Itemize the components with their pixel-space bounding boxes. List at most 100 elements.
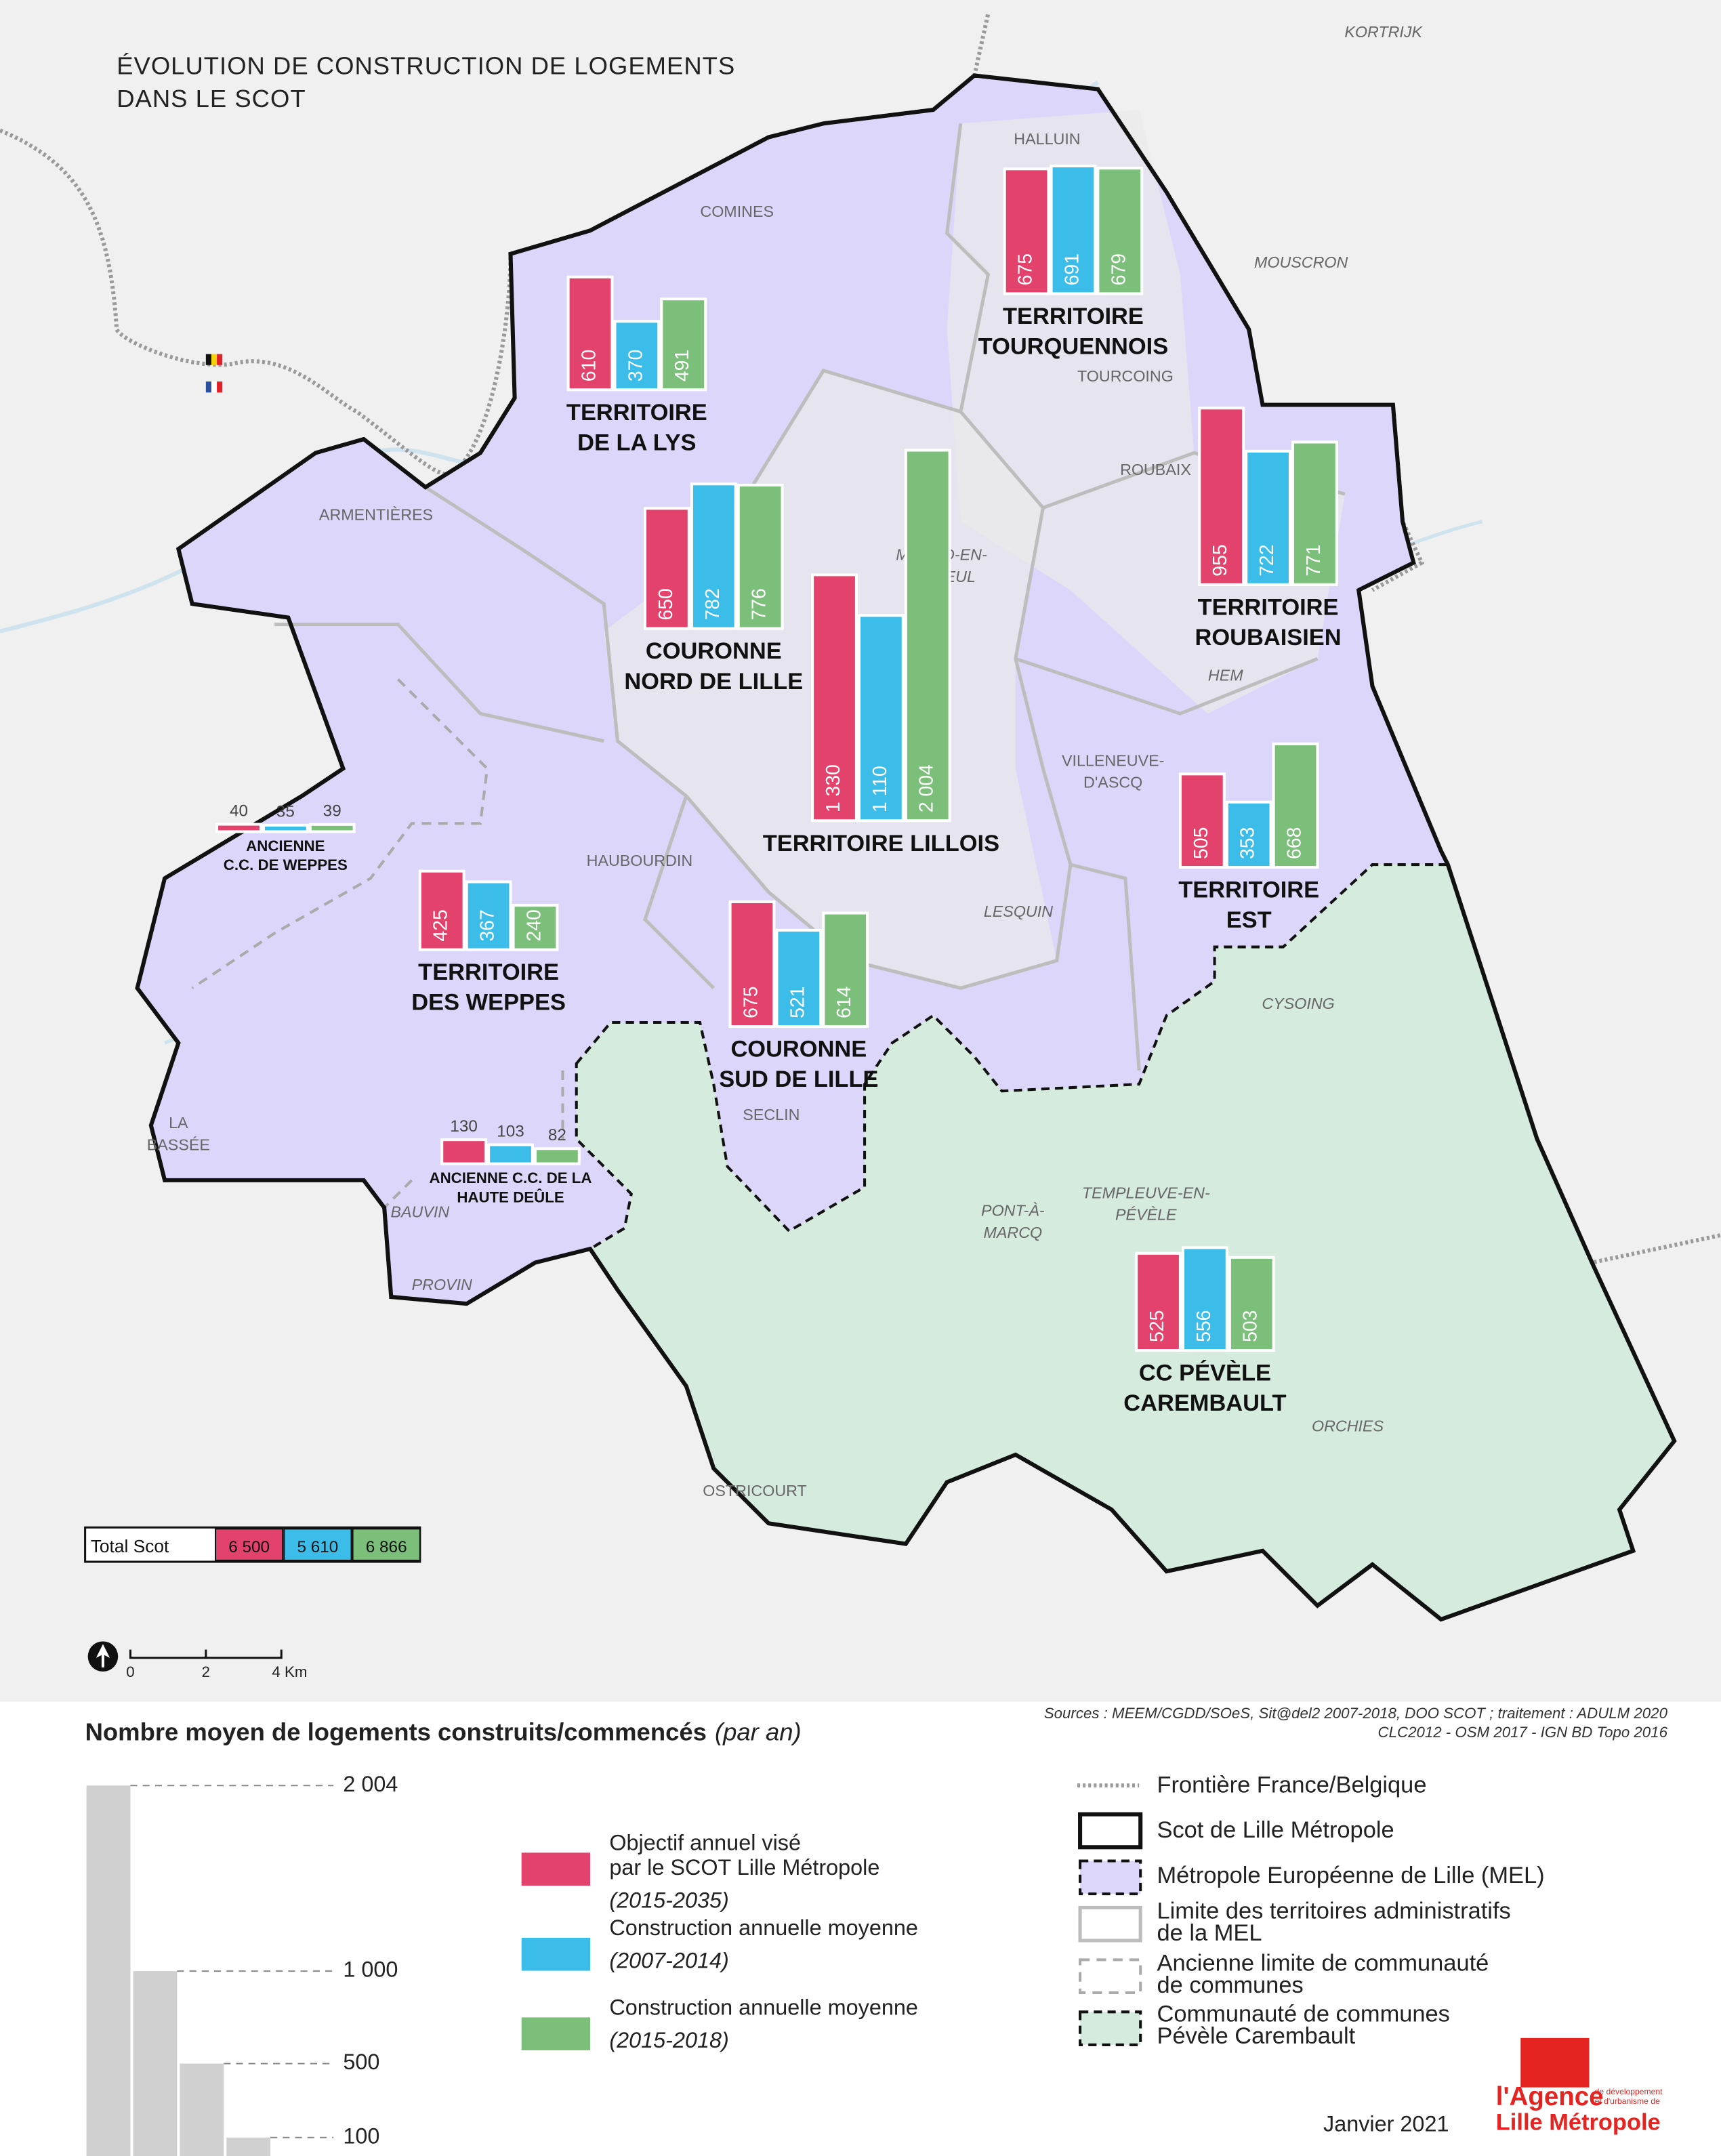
place-name: TOURCOING bbox=[1077, 367, 1174, 385]
bar-value-label: 675 bbox=[1015, 253, 1037, 285]
territory-name: COURONNE bbox=[646, 638, 782, 664]
legend-swatch bbox=[521, 2017, 590, 2051]
north-arrow bbox=[87, 1641, 119, 1672]
territory-name: C.C. DE WEPPES bbox=[224, 856, 348, 873]
bar-value-label: 130 bbox=[450, 1117, 478, 1136]
territory-name: HAUTE DEÛLE bbox=[457, 1188, 564, 1205]
bar-value-label: 491 bbox=[671, 350, 693, 381]
map-legend-label: Scot de Lille Métropole bbox=[1157, 1817, 1394, 1843]
bar bbox=[566, 275, 614, 392]
bar bbox=[1050, 164, 1097, 295]
logo-sub: de développement bbox=[1595, 2087, 1663, 2096]
bar-value-label: 2 004 bbox=[916, 764, 938, 812]
territory-name: COURONNE bbox=[730, 1037, 867, 1062]
territory-name: DES WEPPES bbox=[411, 990, 566, 1016]
place-name: HEM bbox=[1208, 667, 1243, 684]
bar-value-label: 367 bbox=[477, 909, 499, 941]
bar bbox=[440, 1138, 488, 1165]
bar bbox=[775, 928, 823, 1029]
bar bbox=[1198, 407, 1245, 586]
old-limit bbox=[191, 678, 564, 1209]
legend-period: (2015-2035) bbox=[609, 1888, 728, 1912]
place-name: BASSÉE bbox=[147, 1136, 210, 1153]
legend-label: Construction annuelle moyenne bbox=[609, 1915, 918, 1940]
place-name: ROUBAIX bbox=[1120, 461, 1191, 478]
flag-icons bbox=[205, 354, 223, 393]
bar-value-label: 782 bbox=[702, 588, 724, 620]
bar-value-label: 503 bbox=[1240, 1310, 1262, 1342]
logo-block bbox=[1520, 2037, 1590, 2088]
place-name: SECLIN bbox=[743, 1106, 800, 1123]
place-name: OSTRICOURT bbox=[703, 1482, 807, 1499]
place-name: LA bbox=[169, 1114, 188, 1132]
bar bbox=[465, 880, 512, 951]
place-name: BAUVIN bbox=[390, 1203, 449, 1221]
bar bbox=[904, 449, 951, 823]
sources: CLC2012 - OSM 2017 - IGN BD Topo 2016 bbox=[1378, 1724, 1668, 1741]
map-legend-label: Métropole Européenne de Lille (MEL) bbox=[1157, 1863, 1544, 1888]
place-name: MOUSCRON bbox=[1254, 253, 1348, 271]
territory-name: TERRITOIRE bbox=[1003, 304, 1144, 329]
bar bbox=[660, 297, 707, 392]
territory-name: TERRITOIRE LILLOIS bbox=[763, 831, 999, 856]
territory-name: TERRITOIRE bbox=[418, 959, 559, 985]
total-cell bbox=[283, 1528, 352, 1561]
size-legend-label: 1 000 bbox=[343, 1957, 398, 1982]
place-name: TEMPLEUVE-EN- bbox=[1082, 1184, 1210, 1201]
bar bbox=[1245, 449, 1291, 586]
bar-value-label: 39 bbox=[323, 802, 341, 821]
place-name: VILLENEUVE- bbox=[1062, 751, 1164, 769]
bar bbox=[613, 320, 661, 392]
scale-label: 4 Km bbox=[272, 1663, 307, 1680]
bar bbox=[1225, 800, 1272, 869]
legend-period: (2015-2018) bbox=[609, 2028, 728, 2052]
legend-label: Construction annuelle moyenne bbox=[609, 1995, 918, 2019]
bar-value-label: 40 bbox=[230, 802, 248, 820]
territory-name: ANCIENNE bbox=[246, 837, 325, 854]
territory-name: ROUBAISIEN bbox=[1195, 625, 1341, 650]
size-legend-unit: (par an) bbox=[715, 1718, 802, 1745]
bar bbox=[1178, 772, 1226, 869]
bar-value-label: 353 bbox=[1237, 827, 1259, 859]
bar bbox=[1291, 440, 1338, 586]
size-legend-title-text: Nombre moyen de logements construits/com… bbox=[85, 1718, 707, 1745]
place-name: ARMENTIÈRES bbox=[319, 506, 433, 524]
bar bbox=[512, 904, 559, 951]
bar-value-label: 679 bbox=[1108, 253, 1129, 285]
bar-value-label: 771 bbox=[1303, 544, 1325, 576]
legend-label: par le SCOT Lille Métropole bbox=[609, 1855, 879, 1880]
bar bbox=[1135, 1251, 1182, 1352]
territory-name: CC PÉVÈLE bbox=[1139, 1359, 1271, 1386]
bar-value-label: 610 bbox=[578, 350, 600, 381]
map-legend-symbols bbox=[1077, 1783, 1143, 2046]
bar-value-label: 955 bbox=[1209, 544, 1231, 576]
place-name: KORTRIJK bbox=[1344, 23, 1423, 41]
bar bbox=[418, 869, 465, 951]
scale-label: 2 bbox=[202, 1663, 210, 1680]
bar-value-label: 103 bbox=[497, 1122, 524, 1140]
bar-value-label: 370 bbox=[625, 350, 646, 381]
place-name: HAUBOURDIN bbox=[587, 852, 693, 869]
bar bbox=[533, 1147, 581, 1165]
size-legend-label: 100 bbox=[343, 2123, 379, 2148]
bar-value-label: 425 bbox=[430, 909, 452, 941]
territory-name: TERRITOIRE bbox=[1178, 877, 1319, 903]
bar bbox=[1272, 742, 1319, 869]
admin-limit bbox=[274, 123, 1346, 1071]
total-value: 6 500 bbox=[228, 1538, 270, 1556]
bar-value-label: 82 bbox=[548, 1126, 566, 1144]
place-name: LESQUIN bbox=[984, 903, 1053, 920]
total-value: 6 866 bbox=[366, 1538, 407, 1556]
place-name: PONT-À- bbox=[981, 1202, 1045, 1220]
legend-label: Objectif annuel visé bbox=[609, 1830, 801, 1854]
territory-name: SUD DE LILLE bbox=[719, 1066, 878, 1092]
size-legend-bar bbox=[180, 2063, 224, 2156]
logo-city: Lille Métropole bbox=[1496, 2110, 1661, 2136]
territory-name: NORD DE LILLE bbox=[624, 669, 803, 695]
territory-name: CAREMBAULT bbox=[1123, 1390, 1286, 1416]
bar bbox=[1181, 1246, 1228, 1352]
bar-value-label: 614 bbox=[833, 987, 855, 1018]
bar bbox=[643, 507, 690, 630]
scale-bar bbox=[129, 1649, 283, 1659]
